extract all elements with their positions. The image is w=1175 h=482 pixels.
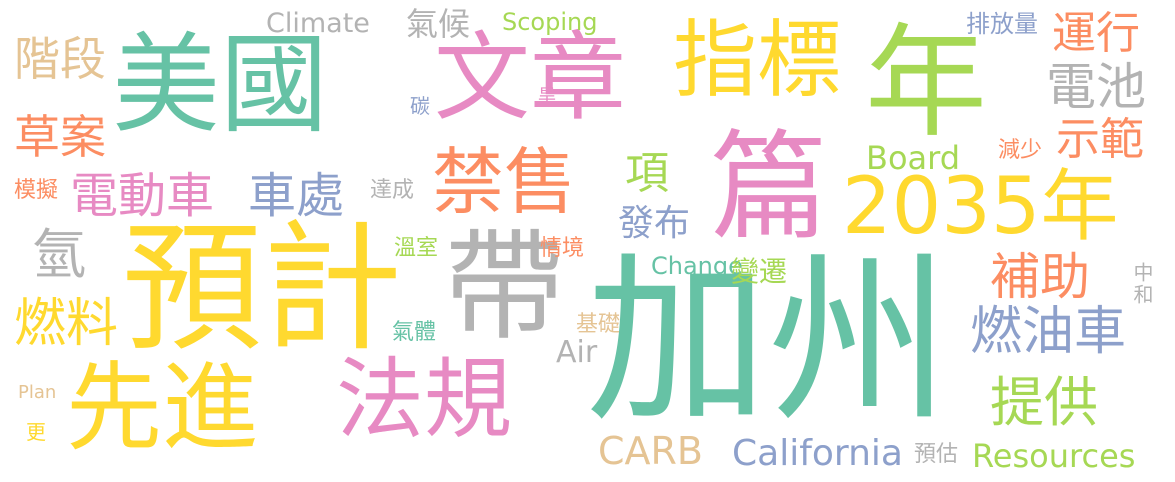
word-california: California (732, 433, 903, 474)
word-yugu: 預估 (914, 442, 959, 467)
word-zhonghe: 中和 (1130, 262, 1154, 306)
word-geng: 更 (26, 420, 46, 444)
word-air: Air (556, 335, 598, 370)
word-jichu: 基礎 (576, 312, 621, 337)
word-carb: CARB (598, 429, 704, 473)
word-dacheng: 達成 (370, 178, 415, 203)
word-bianqian: 變遷 (731, 255, 788, 288)
word-plan: Plan (18, 382, 57, 403)
word-pian: 篇 (710, 118, 829, 256)
word-dianchi: 電池 (1046, 58, 1146, 116)
word-jiazhou: 加州 (586, 235, 950, 447)
word-board: Board (866, 139, 961, 177)
word-nian: 年 (865, 12, 987, 154)
word-zhibiao: 指標 (673, 11, 842, 109)
word-ranyouche: 燃油車 (970, 302, 1127, 362)
word-change: Change (651, 252, 743, 280)
word-dai: 帶 (444, 218, 564, 357)
word-diandongche: 電動車 (70, 168, 215, 224)
word-ranliao: 燃料 (14, 294, 119, 354)
word-jinshou: 禁售 (432, 140, 577, 224)
word-wenzhang: 文章 (434, 22, 626, 134)
word-paifangliang: 排放量 (966, 10, 1038, 38)
word-climate: Climate (266, 8, 370, 39)
word-jieduan: 階段 (14, 32, 106, 86)
word-jianshao: 減少 (998, 138, 1043, 163)
word-meiguo: 美國 (112, 23, 329, 148)
word-xianjin: 先進 (66, 352, 258, 464)
word-resources: Resources (972, 437, 1136, 475)
word-tigong: 提供 (990, 371, 1098, 434)
word-yuji: 預計 (122, 208, 403, 371)
word-qiti: 氣體 (392, 320, 437, 345)
word-shifan: 示範 (1056, 114, 1144, 165)
word-fagui: 法規 (336, 348, 513, 451)
word-wenshi: 溫室 (394, 236, 439, 261)
word-chechu: 車處 (248, 168, 345, 224)
word-qing: 氫 (32, 223, 86, 286)
word-xiang: 項 (625, 148, 669, 199)
word-yunxing: 運行 (1052, 8, 1140, 59)
word-scoping: Scoping (502, 8, 598, 36)
word-qingjing: 情境 (540, 236, 585, 261)
word-caoan: 草案 (14, 110, 106, 164)
word-tan: 碳 (410, 94, 430, 118)
word-qihou: 氣候 (406, 5, 471, 43)
word-buzhu: 補助 (990, 248, 1090, 306)
word-fabu: 發布 (618, 203, 691, 244)
word-han: 旱 (538, 86, 556, 107)
word-2035nian: 2035年 (842, 162, 1119, 252)
word-moni: 模擬 (14, 178, 59, 203)
